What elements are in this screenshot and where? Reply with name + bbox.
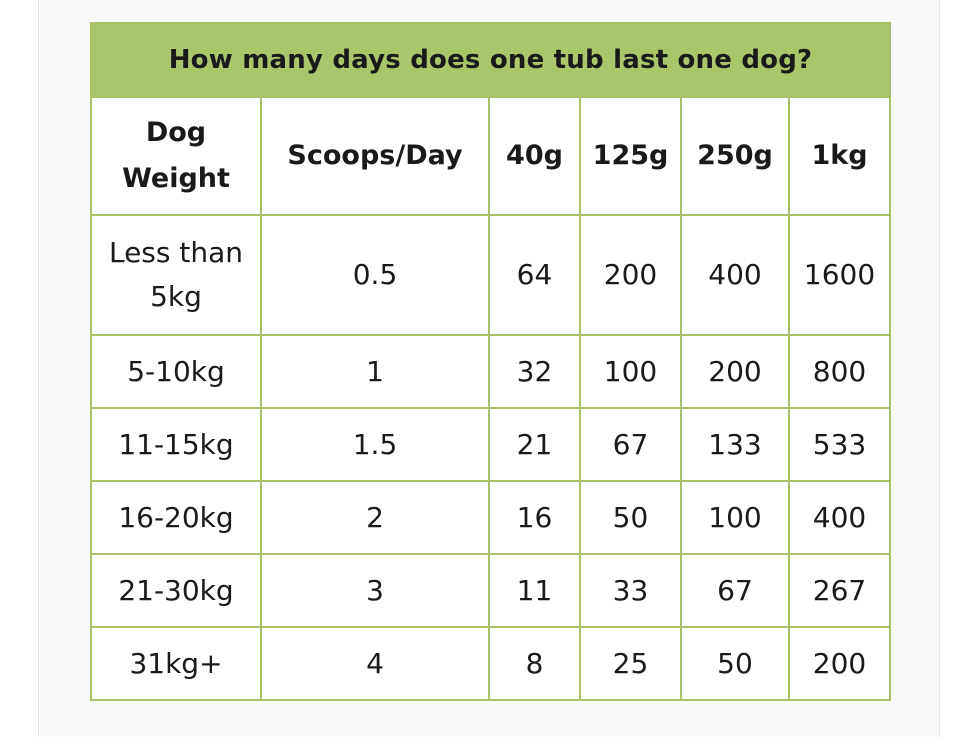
cell-250g: 400 bbox=[680, 214, 790, 336]
table-row: Less than 5kg 0.5 64 200 400 1600 bbox=[90, 214, 892, 336]
cell-125g: 25 bbox=[579, 626, 682, 701]
cell-125g: 50 bbox=[579, 480, 682, 555]
cell-125g: 33 bbox=[579, 553, 682, 628]
cell-scoops: 4 bbox=[260, 626, 490, 701]
cell-scoops: 0.5 bbox=[260, 214, 490, 336]
cell-1kg: 1600 bbox=[787, 214, 892, 336]
cell-40g: 32 bbox=[488, 334, 581, 409]
table-title: How many days does one tub last one dog? bbox=[89, 22, 892, 98]
cell-40g: 11 bbox=[488, 553, 581, 628]
cell-250g: 100 bbox=[680, 480, 790, 555]
feeding-guide-table: How many days does one tub last one dog?… bbox=[89, 22, 892, 701]
table-row: 16-20kg 2 16 50 100 400 bbox=[90, 480, 892, 555]
cell-1kg: 533 bbox=[787, 407, 892, 482]
cell-scoops: 1.5 bbox=[260, 407, 490, 482]
cell-40g: 21 bbox=[488, 407, 581, 482]
cell-125g: 67 bbox=[579, 407, 682, 482]
cell-dog-weight: 21-30kg bbox=[90, 553, 262, 628]
cell-dog-weight: 11-15kg bbox=[90, 407, 262, 482]
cell-250g: 50 bbox=[680, 626, 790, 701]
header-row: Dog Weight Scoops/Day 40g 125g 250g 1kg bbox=[90, 96, 892, 216]
cell-40g: 16 bbox=[488, 480, 581, 555]
cell-250g: 133 bbox=[680, 407, 790, 482]
cell-125g: 200 bbox=[579, 214, 682, 336]
header-40g: 40g bbox=[488, 96, 581, 216]
cell-1kg: 800 bbox=[787, 334, 892, 409]
cell-scoops: 1 bbox=[260, 334, 490, 409]
cell-40g: 8 bbox=[488, 626, 581, 701]
title-row: How many days does one tub last one dog? bbox=[89, 22, 892, 98]
cell-dog-weight: 16-20kg bbox=[90, 480, 262, 555]
header-1kg: 1kg bbox=[787, 96, 892, 216]
cell-1kg: 400 bbox=[787, 480, 892, 555]
cell-dog-weight: 31kg+ bbox=[90, 626, 262, 701]
cell-1kg: 200 bbox=[787, 626, 892, 701]
cell-1kg: 267 bbox=[787, 553, 892, 628]
table-row: 21-30kg 3 11 33 67 267 bbox=[90, 553, 892, 628]
cell-scoops: 2 bbox=[260, 480, 490, 555]
table-row: 31kg+ 4 8 25 50 200 bbox=[90, 626, 892, 701]
table-row: 5-10kg 1 32 100 200 800 bbox=[90, 334, 892, 409]
header-dog-weight-label: Dog Weight bbox=[122, 117, 230, 194]
header-dog-weight: Dog Weight bbox=[90, 96, 262, 216]
cell-40g: 64 bbox=[488, 214, 581, 336]
cell-dog-weight: 5-10kg bbox=[90, 334, 262, 409]
table-row: 11-15kg 1.5 21 67 133 533 bbox=[90, 407, 892, 482]
cell-125g: 100 bbox=[579, 334, 682, 409]
cell-dog-weight-label: Less than 5kg bbox=[108, 236, 244, 313]
header-250g: 250g bbox=[680, 96, 790, 216]
header-scoops-per-day: Scoops/Day bbox=[260, 96, 490, 216]
cell-scoops: 3 bbox=[260, 553, 490, 628]
cell-250g: 200 bbox=[680, 334, 790, 409]
header-125g: 125g bbox=[579, 96, 682, 216]
cell-250g: 67 bbox=[680, 553, 790, 628]
cell-dog-weight: Less than 5kg bbox=[90, 214, 262, 336]
